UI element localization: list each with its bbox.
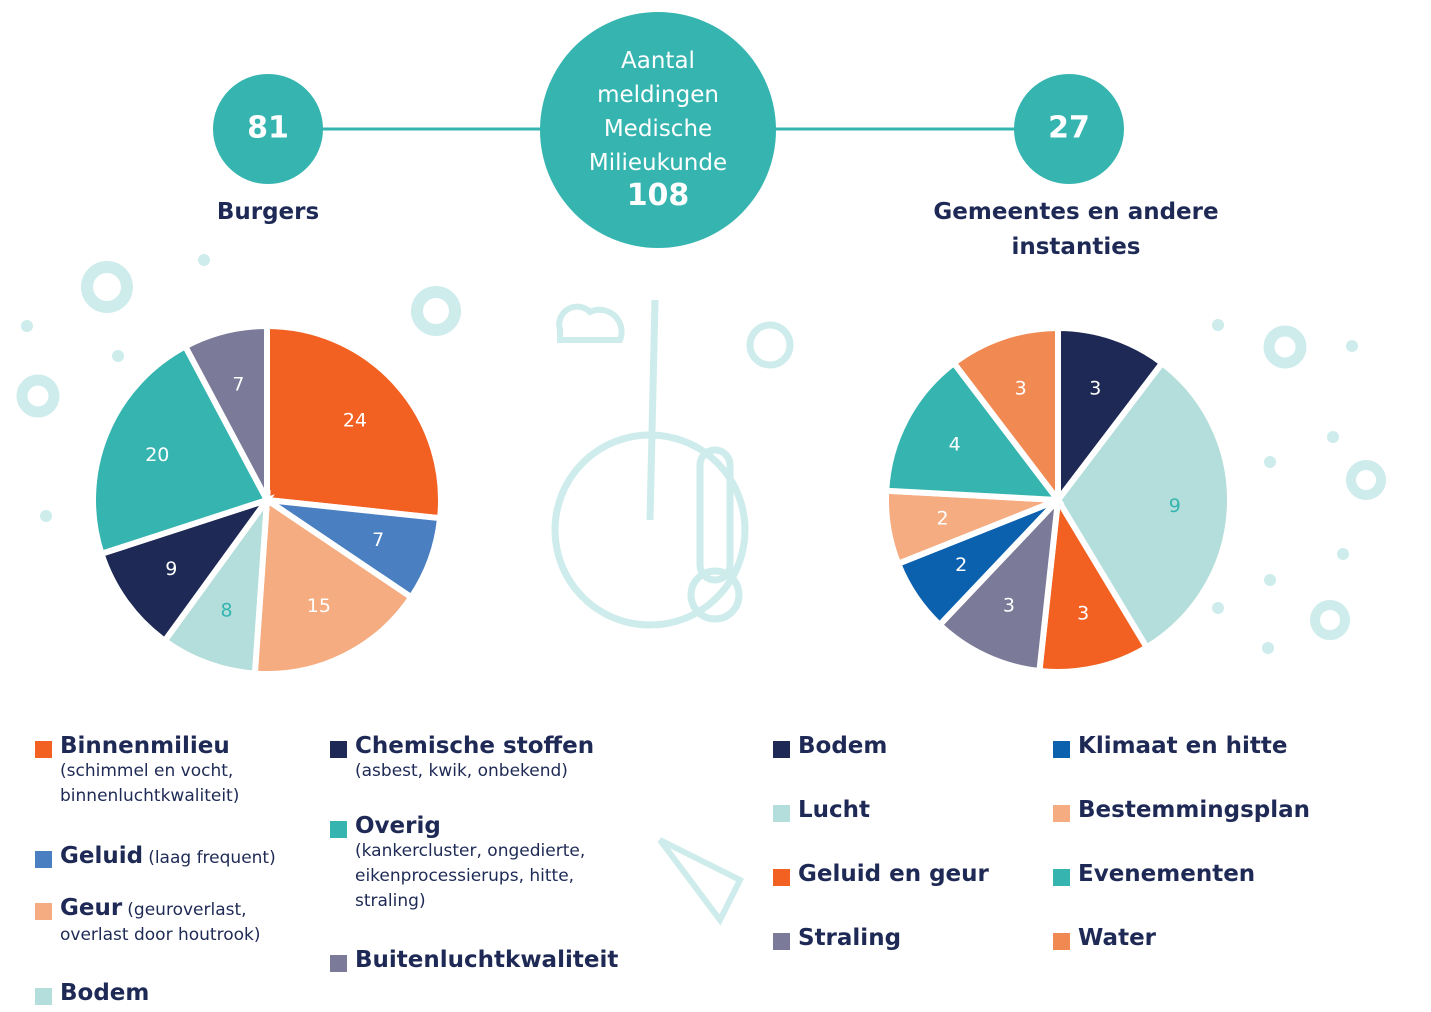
legend-item: Geluid en geur <box>773 861 1043 887</box>
legend-item: Binnenmilieu (schimmel en vocht, binnenl… <box>35 733 305 809</box>
value-label: 8 <box>220 600 232 622</box>
legend-item: Chemische stoffen (asbest, kwik, onbeken… <box>330 733 600 784</box>
legend-label: Klimaat en hitte <box>1078 733 1287 759</box>
legend-label: Chemische stoffen <box>355 733 594 759</box>
legend-item: Overig (kankercluster, ongedierte, eiken… <box>330 813 600 914</box>
legend-item: Lucht <box>773 797 1043 823</box>
legend-text: Buitenluchtkwaliteit <box>355 947 600 973</box>
legend-label: Bodem <box>798 733 887 759</box>
value-label: 2 <box>955 554 967 576</box>
legend-description: (laag frequent) <box>148 848 276 868</box>
legend-swatch <box>35 741 52 758</box>
legend-description: (kankercluster, ongedierte, eikenprocess… <box>355 839 600 914</box>
legend-text: Bodem <box>60 980 305 1006</box>
group-total: 81 <box>247 111 289 146</box>
legend-swatch <box>330 955 347 972</box>
legend-text: Water <box>1078 925 1323 951</box>
value-label: 2 <box>937 507 949 529</box>
value-label: 3 <box>1077 603 1089 625</box>
legend-swatch <box>1053 805 1070 822</box>
legend-label: Evenementen <box>1078 861 1255 887</box>
group-title: Gemeentes en andere instanties <box>926 195 1226 265</box>
value-label: 3 <box>1089 378 1101 400</box>
legend-item: Bodem <box>773 733 1043 759</box>
legend-label: Binnenmilieu <box>60 733 230 759</box>
legend-text: Lucht <box>798 797 1043 823</box>
legend-swatch <box>1053 869 1070 886</box>
legend-text: Evenementen <box>1078 861 1323 887</box>
legend-text: Straling <box>798 925 1043 951</box>
legend-swatch <box>330 821 347 838</box>
legend-swatch <box>35 903 52 920</box>
value-label: 24 <box>343 409 367 431</box>
legend-swatch <box>35 851 52 868</box>
legend-item: Evenementen <box>1053 861 1323 887</box>
legend-label: Bestemmingsplan <box>1078 797 1310 823</box>
legend-description: (schimmel en vocht, binnenluchtkwaliteit… <box>60 759 305 809</box>
legend-text: Bestemmingsplan <box>1078 797 1323 823</box>
value-label: 15 <box>307 595 331 617</box>
legend-text: Binnenmilieu (schimmel en vocht, binnenl… <box>60 733 305 809</box>
legend-swatch <box>1053 741 1070 758</box>
legend-text: Geluid (laag frequent) <box>60 843 305 871</box>
legend-item: Bestemmingsplan <box>1053 797 1323 823</box>
legend-text: Geur (geuroverlast, overlast door houtro… <box>60 895 305 948</box>
legend-item: Straling <box>773 925 1043 951</box>
legend-text: Bodem <box>798 733 1043 759</box>
legend-label: Geluid <box>60 843 143 869</box>
legend-item: Geur (geuroverlast, overlast door houtro… <box>35 895 305 948</box>
legend-label: Bodem <box>60 980 149 1006</box>
legend-text: Chemische stoffen (asbest, kwik, onbeken… <box>355 733 600 784</box>
legend-description: (asbest, kwik, onbekend) <box>355 759 600 784</box>
legend-swatch <box>773 933 790 950</box>
legend-label: Geur <box>60 895 122 921</box>
legend-item: Geluid (laag frequent) <box>35 843 305 871</box>
value-label: 7 <box>372 529 384 551</box>
value-label: 3 <box>1015 378 1027 400</box>
value-label: 9 <box>165 558 177 580</box>
legend-swatch <box>773 869 790 886</box>
legend-label: Buitenluchtkwaliteit <box>355 947 618 973</box>
legend-swatch <box>773 741 790 758</box>
legend-item: Bodem <box>35 980 305 1006</box>
legend-item: Klimaat en hitte <box>1053 733 1323 759</box>
infographic: 8124715892072739332243 Aantal meldingen … <box>0 0 1431 1012</box>
legend-text: Klimaat en hitte <box>1078 733 1323 759</box>
value-label: 7 <box>232 374 244 396</box>
legend-swatch <box>35 988 52 1005</box>
legend-text: Geluid en geur <box>798 861 1043 887</box>
legend-label: Straling <box>798 925 901 951</box>
total-label: Aantal meldingen Medische Milieukunde <box>583 44 733 180</box>
legend-swatch <box>773 805 790 822</box>
legend-label: Lucht <box>798 797 870 823</box>
legend-swatch <box>330 741 347 758</box>
value-label: 3 <box>1003 595 1015 617</box>
value-label: 20 <box>145 444 169 466</box>
value-label: 4 <box>949 434 961 456</box>
group-total: 27 <box>1048 111 1090 146</box>
value-label: 9 <box>1169 495 1181 517</box>
legend-text: Overig (kankercluster, ongedierte, eiken… <box>355 813 600 914</box>
group-title: Burgers <box>118 195 418 230</box>
total-value: 108 <box>583 178 733 213</box>
legend-label: Geluid en geur <box>798 861 989 887</box>
legend-item: Water <box>1053 925 1323 951</box>
legend-label: Overig <box>355 813 441 839</box>
legend-label: Water <box>1078 925 1156 951</box>
legend-item: Buitenluchtkwaliteit <box>330 947 600 973</box>
legend-swatch <box>1053 933 1070 950</box>
